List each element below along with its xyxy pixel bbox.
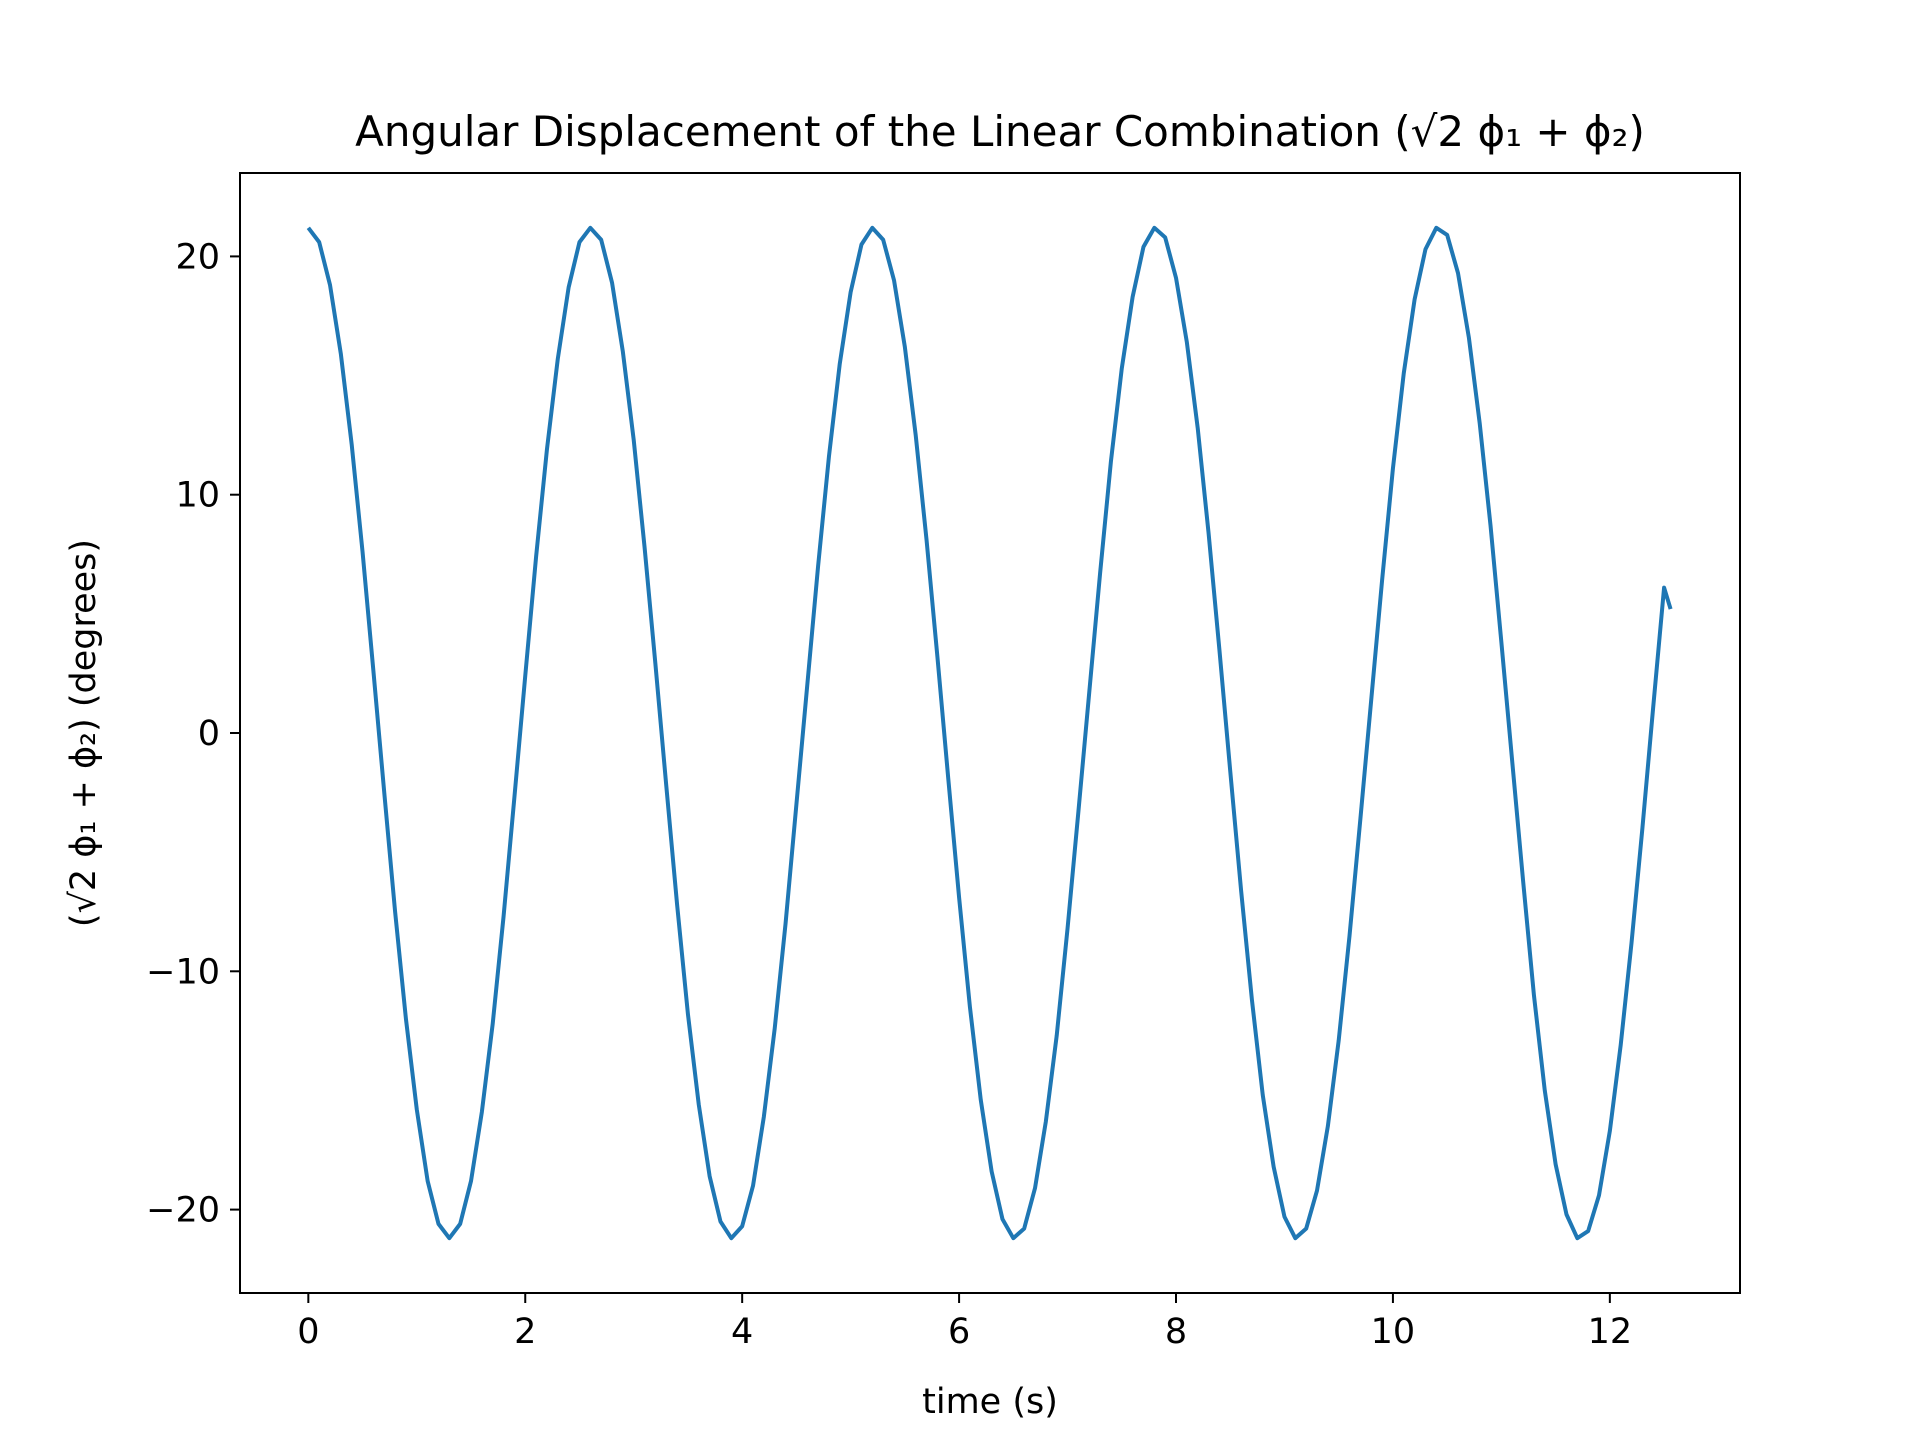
y-axis-ticks: −20 −10 0 10 20: [146, 237, 240, 1231]
y-tick-label: 20: [175, 237, 220, 277]
series-line: [306, 225, 1673, 1241]
plot-area: [306, 225, 1673, 1241]
x-tick-label: 0: [297, 1312, 319, 1352]
x-tick-label: 8: [1165, 1312, 1187, 1352]
y-axis-title: (√2 ϕ₁ + ϕ₂) (degrees): [64, 539, 104, 927]
x-tick-label: 6: [948, 1312, 970, 1352]
x-axis-title: time (s): [922, 1382, 1058, 1422]
plot-frame: [239, 172, 1741, 1294]
x-tick-label: 4: [731, 1312, 753, 1352]
chart-title: Angular Displacement of the Linear Combi…: [355, 107, 1645, 156]
x-tick-label: 2: [514, 1312, 536, 1352]
x-axis-ticks: 0 2 4 6 8 10 12: [297, 1293, 1632, 1352]
y-tick-label: −10: [146, 952, 220, 992]
y-tick-label: 0: [198, 714, 220, 754]
x-tick-label: 10: [1371, 1312, 1416, 1352]
y-tick-label: −20: [146, 1191, 220, 1231]
x-tick-label: 12: [1588, 1312, 1633, 1352]
y-tick-label: 10: [175, 476, 220, 516]
